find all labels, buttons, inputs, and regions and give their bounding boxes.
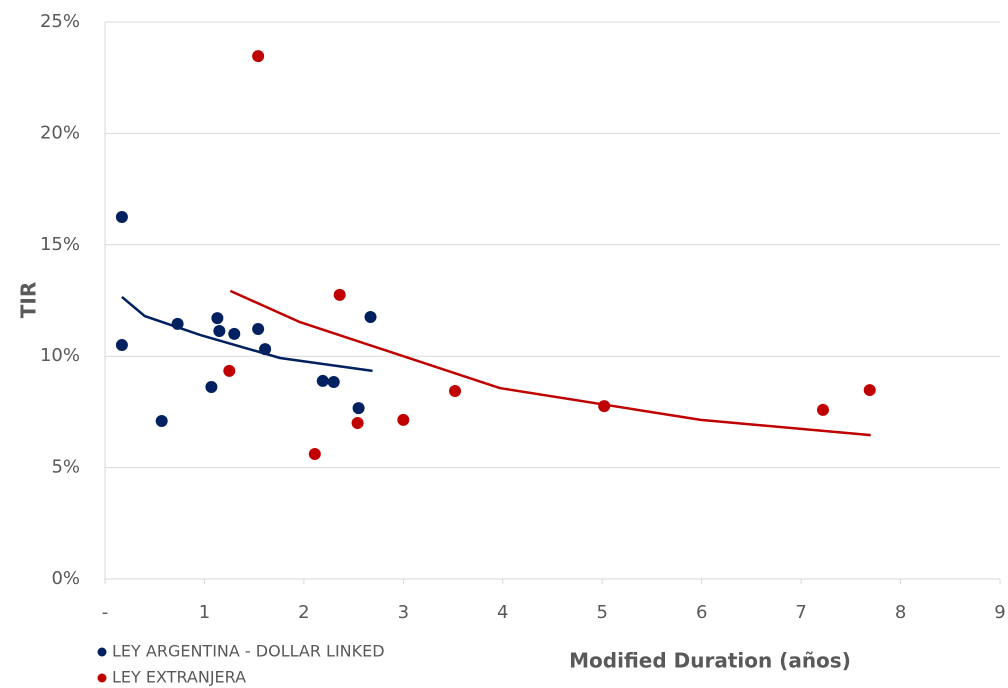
x-tick-label: 2 <box>298 602 309 623</box>
point <box>115 210 128 223</box>
point <box>316 374 329 387</box>
point <box>327 376 340 389</box>
x-tick-label: 3 <box>398 602 409 623</box>
y-axis-title: TIR <box>17 282 41 318</box>
x-tick-label: 9 <box>994 602 1005 623</box>
legend-label: LEY EXTRANJERA <box>112 668 246 687</box>
point <box>252 323 265 336</box>
point <box>863 384 876 397</box>
x-tick-label: 6 <box>696 602 707 623</box>
point <box>252 50 265 63</box>
point <box>351 417 364 430</box>
y-tick-label: 20% <box>40 122 80 143</box>
point <box>115 339 128 352</box>
point <box>205 380 218 393</box>
x-tick-label: 4 <box>497 602 508 623</box>
point <box>213 325 226 338</box>
point <box>333 288 346 301</box>
point <box>228 327 241 340</box>
point <box>223 364 236 377</box>
legend-marker <box>97 673 107 683</box>
point <box>449 384 462 397</box>
point <box>155 415 168 428</box>
y-tick-label: 15% <box>40 234 80 255</box>
point <box>352 402 365 415</box>
x-tick-label: 7 <box>795 602 806 623</box>
y-tick-label: 5% <box>51 457 80 478</box>
y-tick-label: 10% <box>40 345 80 366</box>
trendline <box>121 295 373 373</box>
y-tick-label: 25% <box>40 11 80 32</box>
legend-label: LEY ARGENTINA - DOLLAR LINKED <box>112 642 385 661</box>
x-tick-label: 5 <box>596 602 607 623</box>
x-tick-label: - <box>102 602 109 623</box>
x-axis-title: Modified Duration (años) <box>569 649 851 673</box>
point <box>598 400 611 413</box>
point <box>816 403 829 416</box>
point <box>171 317 184 330</box>
point <box>308 448 321 461</box>
point <box>364 310 377 323</box>
point <box>211 312 224 325</box>
point <box>397 413 410 426</box>
x-tick-label: 1 <box>199 602 210 623</box>
trendline <box>229 289 871 437</box>
legend-marker <box>97 647 107 657</box>
y-tick-label: 0% <box>51 568 80 589</box>
point <box>259 343 272 356</box>
x-tick-label: 8 <box>895 602 906 623</box>
